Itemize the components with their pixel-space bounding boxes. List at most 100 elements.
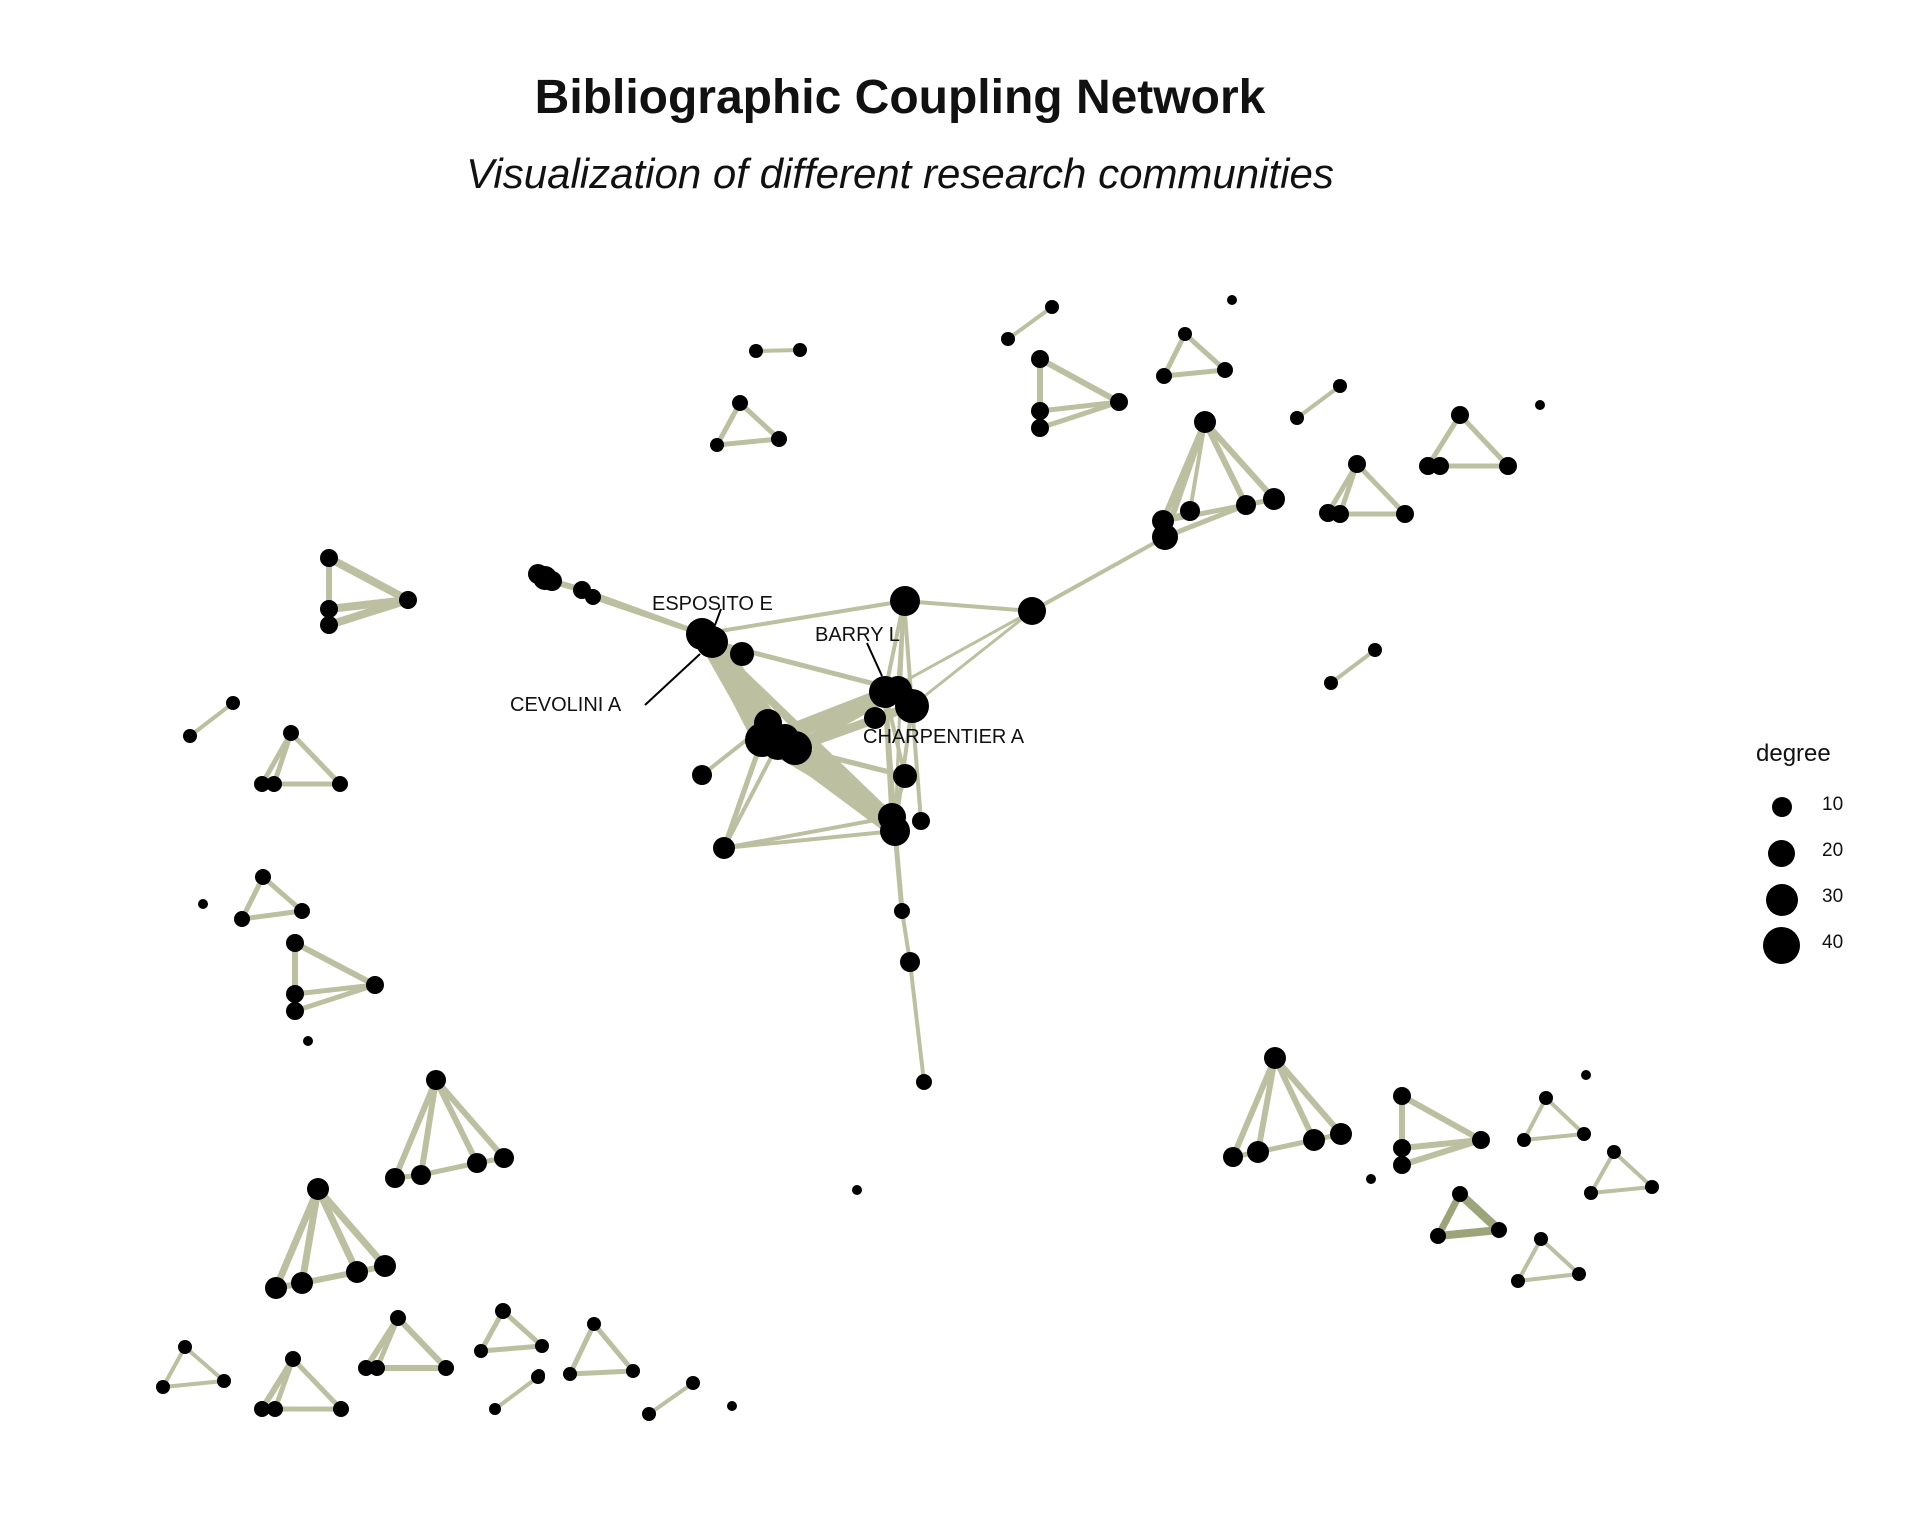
network-node <box>1178 327 1192 341</box>
network-node <box>696 626 728 658</box>
network-node <box>1236 495 1256 515</box>
network-node <box>254 1401 270 1417</box>
network-node <box>916 1074 932 1090</box>
legend-dot <box>1763 927 1800 964</box>
chart-subtitle: Visualization of different research comm… <box>466 150 1334 197</box>
network-node <box>1031 350 1049 368</box>
network-edge <box>314 1185 389 1270</box>
network-node <box>1645 1180 1659 1194</box>
network-edge <box>579 587 705 637</box>
network-edge <box>272 1356 296 1412</box>
network-edge <box>714 436 782 448</box>
network-edge <box>161 1345 187 1389</box>
degree-legend: degree 10 20 30 40 <box>1740 740 1890 970</box>
network-node <box>1517 1133 1531 1147</box>
network-node <box>1607 1145 1621 1159</box>
network-edge <box>271 730 294 787</box>
network-node <box>1431 457 1449 475</box>
network-node <box>642 1407 656 1421</box>
network-node <box>692 765 712 785</box>
chart-title: Bibliographic Coupling Network <box>534 71 1266 124</box>
network-node <box>1264 1047 1286 1069</box>
network-node <box>1511 1274 1525 1288</box>
network-node <box>771 431 787 447</box>
node-layer <box>156 295 1659 1421</box>
network-edge <box>591 1321 636 1374</box>
network-edge <box>1006 305 1054 341</box>
network-edge <box>908 960 926 1084</box>
legend-dot <box>1768 840 1795 867</box>
node-label: BARRY L <box>815 624 900 646</box>
network-node <box>1472 1131 1490 1149</box>
network-edge <box>1612 1150 1654 1189</box>
network-node <box>1247 1141 1269 1163</box>
network-edge <box>647 1381 695 1416</box>
network-node <box>265 1277 287 1299</box>
network-node <box>1180 501 1200 521</box>
network-node <box>1535 400 1545 410</box>
network-edge <box>1589 1150 1616 1195</box>
network-edge <box>374 1315 401 1371</box>
network-edge <box>325 554 412 604</box>
network-node <box>1110 393 1128 411</box>
network-node <box>307 1178 329 1200</box>
network-node <box>369 1360 385 1376</box>
network-node <box>1045 300 1059 314</box>
network-edge <box>1255 1055 1278 1155</box>
network-node <box>1217 362 1233 378</box>
network-edge <box>902 599 1034 613</box>
network-edge <box>567 1368 636 1377</box>
network-node <box>1001 332 1015 346</box>
network-edge <box>1455 1189 1504 1235</box>
network-node <box>864 707 886 729</box>
network-edge <box>1202 419 1249 508</box>
network-edge <box>500 1308 545 1349</box>
network-edge <box>792 745 908 779</box>
network-node <box>1152 524 1178 550</box>
network-node <box>1572 1267 1586 1281</box>
network-node <box>226 696 240 710</box>
network-node <box>399 591 417 609</box>
network-edge <box>1162 502 1249 540</box>
network-edge <box>1037 399 1122 431</box>
network-node <box>1534 1232 1548 1246</box>
network-edge <box>433 1077 507 1161</box>
network-node <box>411 1165 431 1185</box>
network-edge <box>1539 1237 1581 1276</box>
network-node <box>1031 402 1049 420</box>
network-node <box>385 1168 405 1188</box>
network-node <box>1393 1139 1411 1157</box>
network-node <box>1018 597 1046 625</box>
network-edge <box>1160 502 1249 524</box>
network-node <box>1324 676 1338 690</box>
network-node <box>912 812 930 830</box>
network-edge <box>478 1343 545 1354</box>
network-node <box>255 869 271 885</box>
network-node <box>291 1272 313 1294</box>
network-node <box>1577 1127 1591 1141</box>
network-edge <box>1188 420 1207 513</box>
network-edge <box>292 982 378 997</box>
network-node <box>366 976 384 994</box>
network-node <box>474 1344 488 1358</box>
network-edge <box>1182 331 1228 373</box>
network-edge <box>239 908 305 922</box>
network-node <box>1396 505 1414 523</box>
network-node <box>894 903 910 919</box>
network-node <box>178 1340 192 1354</box>
network-node <box>532 1371 544 1383</box>
network-edge <box>314 1185 361 1276</box>
node-label: CHARPENTIER A <box>863 726 1025 748</box>
network-node <box>771 724 799 752</box>
network-node <box>1031 419 1049 437</box>
network-edge <box>910 704 923 823</box>
network-node <box>1430 1228 1446 1244</box>
network-node <box>254 776 270 792</box>
network-edge <box>1516 1237 1543 1283</box>
network-node <box>626 1364 640 1378</box>
network-node <box>713 837 735 859</box>
network-node <box>686 1376 700 1390</box>
network-node <box>1194 411 1216 433</box>
network-node <box>294 903 310 919</box>
